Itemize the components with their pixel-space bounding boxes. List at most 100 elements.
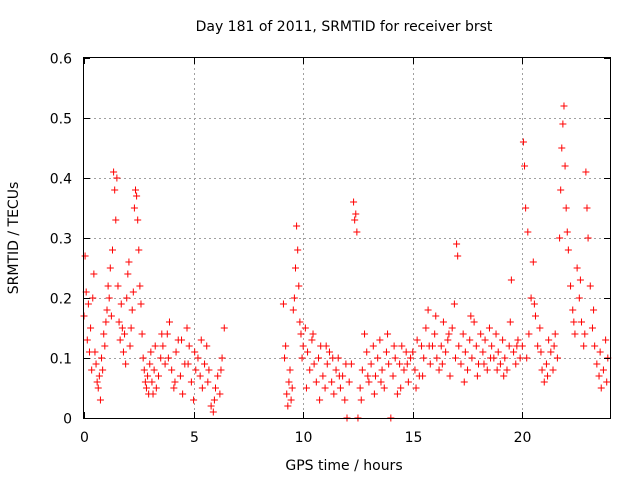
- data-point: [496, 360, 504, 368]
- data-point: [197, 336, 205, 344]
- data-point: [540, 378, 548, 386]
- data-point: [142, 384, 150, 392]
- data-point: [285, 378, 293, 386]
- data-point: [194, 354, 202, 362]
- y-tick-label: 0.2: [50, 292, 72, 308]
- data-point: [370, 390, 378, 398]
- data-point: [413, 336, 421, 344]
- data-point: [567, 282, 575, 290]
- data-point: [172, 348, 180, 356]
- data-point: [431, 330, 439, 338]
- data-point: [505, 342, 513, 350]
- data-point: [450, 300, 458, 308]
- data-point: [183, 324, 191, 332]
- data-point: [103, 306, 111, 314]
- data-point: [547, 348, 555, 356]
- data-point: [294, 246, 302, 254]
- data-point: [597, 384, 605, 392]
- data-point: [302, 384, 310, 392]
- plot-frame: [83, 57, 611, 419]
- data-point: [426, 360, 434, 368]
- data-point: [312, 378, 320, 386]
- data-point: [412, 384, 420, 392]
- y-tick-labels: 0 0.1 0.2 0.3 0.4 0.5 0.6: [50, 52, 72, 428]
- data-point: [146, 360, 154, 368]
- data-point: [444, 336, 452, 344]
- data-point: [295, 282, 303, 290]
- data-point: [382, 348, 390, 356]
- data-point: [595, 372, 603, 380]
- data-point: [503, 366, 511, 374]
- data-point: [389, 372, 397, 380]
- data-point: [376, 336, 384, 344]
- data-point: [560, 102, 568, 110]
- data-point: [439, 318, 447, 326]
- data-point: [576, 276, 584, 284]
- data-point: [500, 372, 508, 380]
- data-point: [218, 354, 226, 362]
- data-point: [104, 282, 112, 290]
- data-point: [411, 366, 419, 374]
- data-point: [542, 360, 550, 368]
- data-point: [424, 306, 432, 314]
- data-point: [98, 354, 106, 362]
- data-point: [588, 324, 596, 332]
- data-point: [492, 330, 500, 338]
- data-point: [499, 336, 507, 344]
- data-point: [89, 294, 97, 302]
- data-point: [152, 384, 160, 392]
- data-point: [192, 366, 200, 374]
- data-point: [196, 372, 204, 380]
- data-point: [446, 372, 454, 380]
- data-point: [87, 324, 95, 332]
- data-point: [144, 372, 152, 380]
- data-point: [304, 348, 312, 356]
- data-point: [397, 384, 405, 392]
- data-point: [570, 318, 578, 326]
- data-point: [442, 348, 450, 356]
- data-point: [551, 330, 559, 338]
- data-point: [201, 360, 209, 368]
- data-point: [407, 354, 415, 362]
- data-point: [454, 252, 462, 260]
- data-point: [321, 384, 329, 392]
- data-point: [184, 360, 192, 368]
- data-point: [286, 366, 294, 374]
- data-point: [512, 360, 520, 368]
- data-point: [284, 402, 292, 410]
- data-point: [299, 342, 307, 350]
- data-point: [290, 294, 298, 302]
- data-point: [523, 354, 531, 362]
- data-point: [345, 378, 353, 386]
- data-point: [393, 390, 401, 398]
- data-point: [341, 396, 349, 404]
- data-point: [485, 324, 493, 332]
- data-point: [306, 366, 314, 374]
- data-point: [350, 198, 358, 206]
- data-point: [527, 294, 535, 302]
- data-point: [353, 228, 361, 236]
- data-point: [210, 396, 218, 404]
- data-point: [168, 366, 176, 374]
- data-point: [84, 300, 92, 308]
- data-point: [525, 330, 533, 338]
- data-point: [214, 372, 222, 380]
- data-point: [363, 348, 371, 356]
- data-point: [110, 168, 118, 176]
- data-point: [134, 216, 142, 224]
- data-point: [316, 396, 324, 404]
- data-point: [365, 378, 373, 386]
- data-point: [93, 378, 101, 386]
- data-point: [473, 372, 481, 380]
- data-point: [553, 354, 561, 362]
- data-point: [433, 354, 441, 362]
- data-point: [207, 402, 215, 410]
- data-point: [596, 348, 604, 356]
- data-point: [487, 354, 495, 362]
- data-point: [158, 330, 166, 338]
- y-tick-label: 0.4: [50, 172, 72, 188]
- data-point: [531, 312, 539, 320]
- data-point: [599, 366, 607, 374]
- data-point: [187, 378, 195, 386]
- data-point: [402, 348, 410, 356]
